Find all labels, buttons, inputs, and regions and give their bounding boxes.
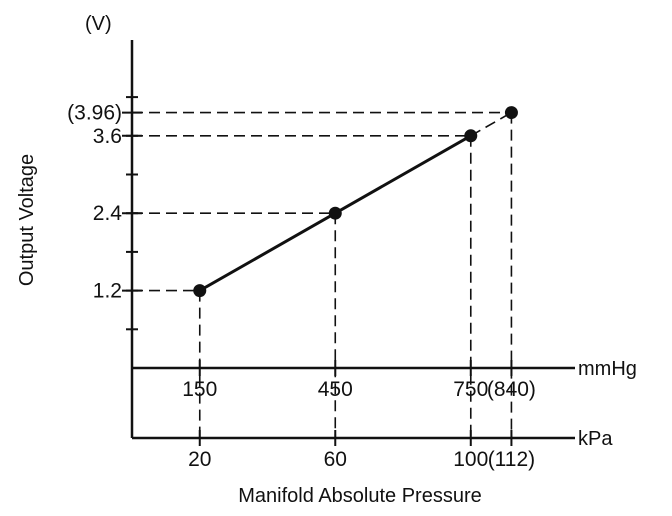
y-tick-label: 3.6	[93, 125, 122, 148]
x-axis-upper-unit-label: mmHg	[578, 358, 637, 380]
y-tick-label: 2.4	[93, 202, 123, 225]
data-point	[193, 284, 207, 298]
chart-axes	[130, 40, 575, 440]
x-kpa-tick-label: 60	[324, 448, 347, 471]
x-axis-ticks: 150 20 450 60 750 100 (840) (112)	[182, 360, 536, 471]
data-point	[328, 206, 342, 220]
y-tick-label: 1.2	[93, 280, 122, 303]
x-mmhg-tick-label: 450	[318, 378, 353, 401]
y-tick-label: (3.96)	[67, 102, 122, 125]
x-mmhg-tick-label: (840)	[487, 378, 536, 401]
x-mmhg-tick-label: 750	[453, 378, 488, 401]
x-kpa-tick-label: 20	[188, 448, 211, 471]
x-axis-title: Manifold Absolute Pressure	[238, 485, 481, 507]
x-axis-lower-unit-label: kPa	[578, 428, 613, 450]
y-axis-title: Output Voltage	[16, 154, 38, 286]
data-point	[464, 129, 478, 143]
x-kpa-tick-label: (112)	[488, 448, 535, 471]
y-axis-unit-label: (V)	[85, 13, 112, 35]
data-point	[504, 106, 518, 120]
x-mmhg-tick-label: 150	[182, 378, 217, 401]
x-kpa-tick-label: 100	[453, 448, 488, 471]
series-group	[193, 106, 518, 298]
series-extension-line	[470, 111, 512, 137]
